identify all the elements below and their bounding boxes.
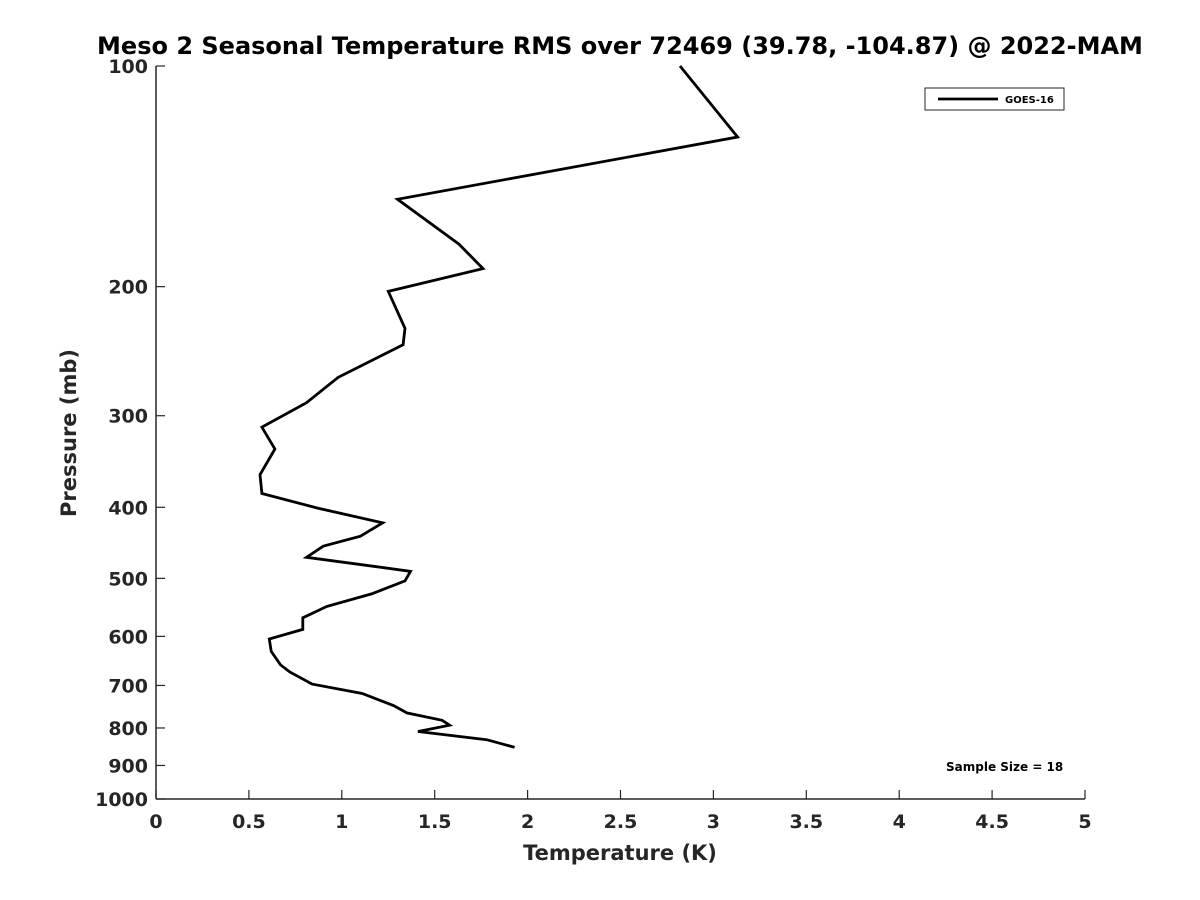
series-line-goes-16 bbox=[258, 65, 741, 749]
x-tick-label: 0 bbox=[149, 811, 162, 833]
y-tick-label: 900 bbox=[108, 755, 148, 777]
sample-size-annotation: Sample Size = 18 bbox=[946, 760, 1063, 774]
x-tick-label: 3 bbox=[707, 811, 720, 833]
x-tick-label: 4.5 bbox=[975, 811, 1009, 833]
x-tick-label: 2 bbox=[521, 811, 534, 833]
y-tick-label: 100 bbox=[108, 56, 148, 78]
y-tick-label: 500 bbox=[108, 568, 148, 590]
x-ticks: 0 0.5 1 1.5 2 2.5 3 3.5 4 4.5 5 bbox=[149, 790, 1092, 833]
legend: GOES-16 bbox=[924, 87, 1065, 111]
y-tick-label: 300 bbox=[108, 406, 148, 428]
y-axis-label: Pressure (mb) bbox=[57, 349, 81, 517]
x-tick-label: 2.5 bbox=[604, 811, 638, 833]
y-tick-label: 200 bbox=[108, 277, 148, 299]
y-tick-label: 600 bbox=[108, 626, 148, 648]
x-tick-label: 3.5 bbox=[789, 811, 823, 833]
y-ticks: 100 200 300 400 500 600 700 800 900 1000 bbox=[95, 56, 165, 811]
legend-entry-goes-16: GOES-16 bbox=[1005, 95, 1054, 106]
y-tick-label: 400 bbox=[108, 497, 148, 519]
y-tick-label: 800 bbox=[108, 718, 148, 740]
x-tick-label: 1.5 bbox=[418, 811, 452, 833]
x-tick-label: 5 bbox=[1078, 811, 1091, 833]
chart-title: Meso 2 Seasonal Temperature RMS over 724… bbox=[97, 32, 1143, 60]
y-tick-label: 700 bbox=[108, 675, 148, 697]
x-axis-label: Temperature (K) bbox=[523, 841, 717, 865]
x-tick-label: 1 bbox=[335, 811, 348, 833]
x-tick-label: 0.5 bbox=[232, 811, 266, 833]
x-tick-label: 4 bbox=[893, 811, 906, 833]
y-tick-label: 1000 bbox=[95, 789, 148, 811]
